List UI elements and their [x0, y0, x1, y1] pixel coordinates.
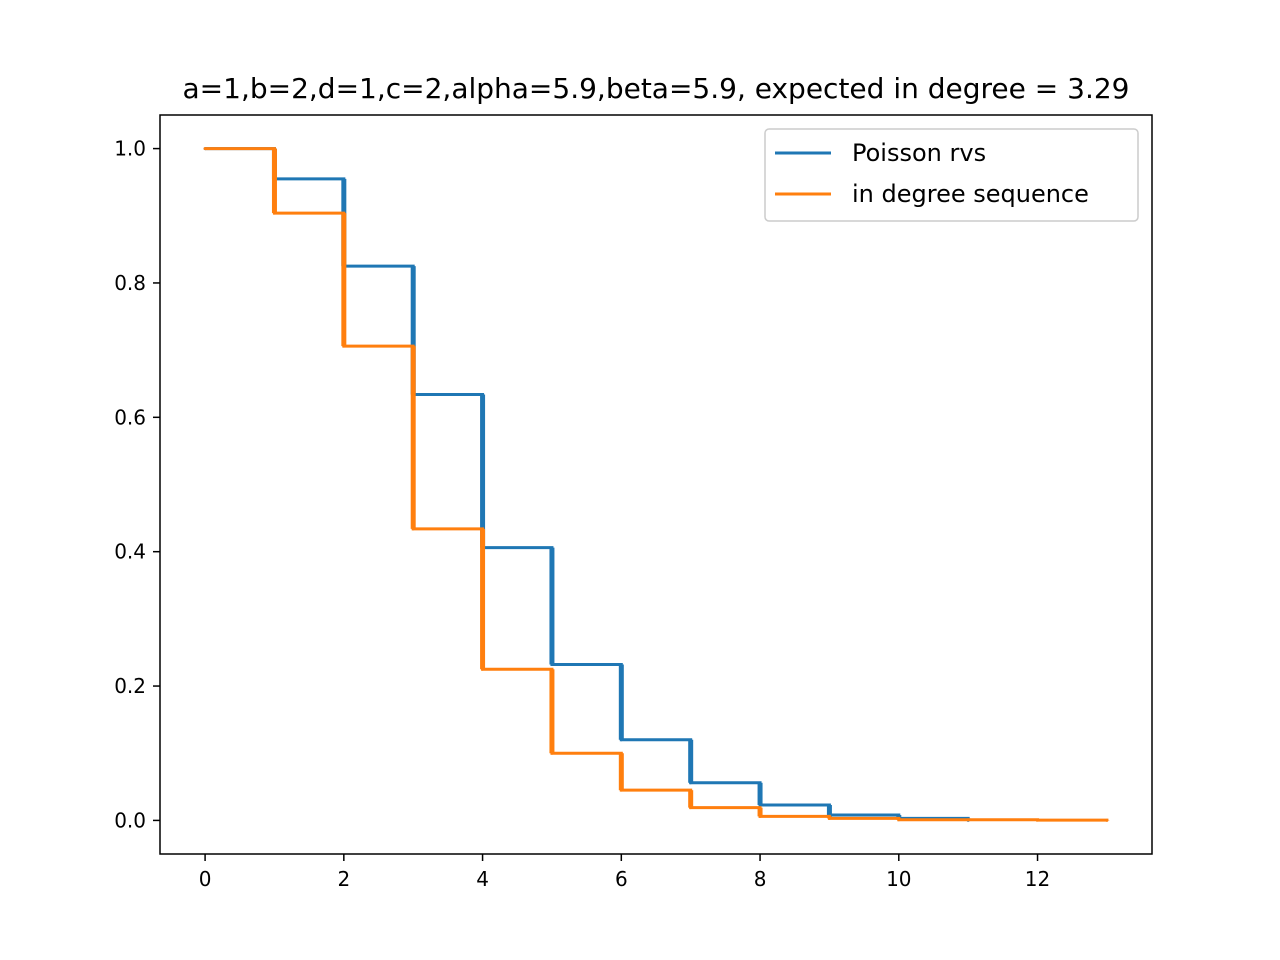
- legend-marker: [801, 192, 805, 196]
- x-tick-label: 6: [615, 867, 628, 891]
- data-point: [758, 814, 762, 818]
- data-point: [619, 788, 623, 792]
- data-point: [689, 806, 693, 810]
- series-line-1: [205, 147, 1109, 822]
- data-point: [203, 147, 207, 151]
- legend-box: [764, 128, 1139, 222]
- data-point: [897, 818, 901, 822]
- data-point: [1105, 818, 1109, 822]
- legend-marker: [801, 151, 805, 155]
- x-tick-label: 2: [337, 867, 350, 891]
- y-tick-label: 0.0: [114, 808, 146, 832]
- data-point: [272, 211, 276, 215]
- legend-label: Poisson rvs: [852, 139, 986, 167]
- y-tick-label: 0.2: [114, 674, 146, 698]
- y-tick-label: 0.6: [114, 405, 146, 429]
- axes-layer: 0 2 4 6 8 10 12 0.0 0.2 0.4 0.6 0.8 1.0: [114, 114, 1153, 891]
- chart-title: a=1,b=2,d=1,c=2,alpha=5.9,beta=5.9, expe…: [183, 72, 1130, 105]
- data-point: [411, 527, 415, 531]
- data-point: [342, 344, 346, 348]
- data-point: [481, 667, 485, 671]
- data-point: [689, 781, 693, 785]
- y-tick-label: 0.8: [114, 271, 146, 295]
- x-tick-label: 0: [199, 867, 212, 891]
- y-tick-label: 1.0: [114, 137, 146, 161]
- y-tick-label: 0.4: [114, 540, 146, 564]
- data-point: [758, 803, 762, 807]
- plot-frame: [159, 114, 1153, 855]
- data-point: [619, 738, 623, 742]
- x-tick-label: 10: [886, 867, 911, 891]
- legend-label: in degree sequence: [852, 180, 1089, 208]
- x-tick-label: 8: [754, 867, 767, 891]
- legend: Poisson rvs in degree sequence: [764, 128, 1139, 222]
- data-point: [966, 818, 970, 822]
- data-point: [550, 663, 554, 667]
- series-layer: [203, 147, 1110, 822]
- x-tick-label: 4: [476, 867, 489, 891]
- data-point: [1036, 818, 1040, 822]
- data-point: [827, 816, 831, 820]
- x-tick-label: 12: [1025, 867, 1050, 891]
- data-point: [550, 751, 554, 755]
